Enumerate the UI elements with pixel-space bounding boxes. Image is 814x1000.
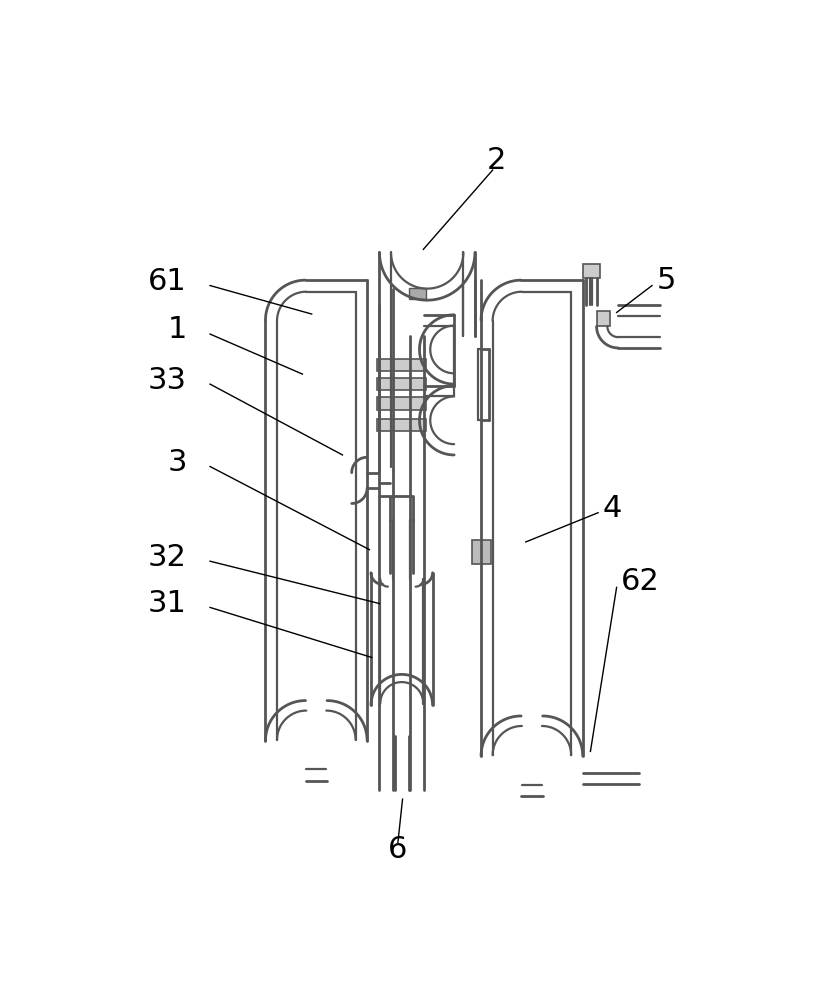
Text: 31: 31 [148, 589, 187, 618]
Text: 1: 1 [168, 315, 187, 344]
Text: 61: 61 [148, 267, 187, 296]
Bar [597, 311, 610, 326]
Text: 5: 5 [657, 266, 676, 295]
Bar [377, 359, 427, 371]
Bar [377, 397, 427, 410]
Bar [377, 378, 427, 390]
Text: 62: 62 [621, 568, 660, 596]
Bar [377, 419, 427, 431]
Bar [583, 264, 600, 278]
Text: 2: 2 [487, 146, 506, 175]
Bar [472, 540, 491, 564]
Text: 6: 6 [388, 835, 408, 864]
Text: 4: 4 [602, 494, 622, 523]
Text: 32: 32 [148, 543, 187, 572]
Text: 3: 3 [168, 448, 187, 477]
Text: 33: 33 [148, 366, 187, 395]
Bar [409, 288, 426, 299]
